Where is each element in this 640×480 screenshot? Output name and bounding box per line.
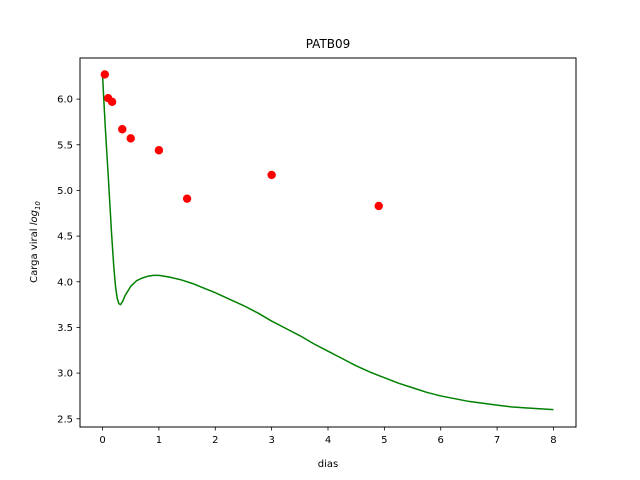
- x-tick-label: 5: [381, 435, 387, 446]
- y-axis-label: Carga viral log10: [29, 201, 42, 283]
- data-point: [100, 70, 110, 79]
- data-point: [267, 170, 276, 180]
- data-point: [182, 194, 192, 203]
- x-tick-label: 4: [325, 435, 331, 446]
- x-tick-label: 0: [99, 435, 105, 446]
- x-tick-label: 2: [212, 435, 218, 446]
- data-point: [118, 125, 127, 134]
- y-tick-label: 5.5: [57, 140, 73, 151]
- plot-area: [100, 70, 554, 411]
- x-tick-label: 6: [438, 435, 444, 446]
- x-axis-label: dias: [318, 459, 338, 470]
- y-tick-label: 6.0: [57, 95, 73, 106]
- y-axis-ticks: 2.5 3.0 3.5 4.0 4.5 5.0 5.5 6.0: [57, 95, 80, 425]
- y-tick-label: 2.5: [57, 414, 73, 425]
- y-tick-label: 5.0: [57, 186, 73, 197]
- y-tick-label: 3.5: [57, 323, 73, 334]
- data-point: [107, 97, 117, 107]
- x-axis-ticks: 0 1 2 3 4 5 6 7 8: [99, 427, 557, 446]
- data-point: [154, 146, 164, 155]
- x-tick-label: 8: [550, 435, 556, 446]
- data-point: [126, 134, 135, 143]
- y-tick-label: 3.0: [57, 369, 73, 380]
- chart-title: PATB09: [306, 37, 351, 51]
- plot-frame: [79, 57, 577, 428]
- x-tick-label: 1: [156, 435, 162, 446]
- y-axis-label-subscript: 10: [34, 201, 42, 210]
- model-curve-line: [101, 74, 554, 411]
- data-point: [374, 201, 383, 211]
- x-tick-label: 7: [494, 435, 500, 446]
- y-tick-label: 4.5: [57, 232, 73, 243]
- x-tick-label: 3: [268, 435, 274, 446]
- y-axis-label-log: log: [29, 210, 40, 225]
- y-tick-label: 4.0: [57, 277, 73, 288]
- y-axis-label-prefix: Carga viral: [29, 225, 40, 283]
